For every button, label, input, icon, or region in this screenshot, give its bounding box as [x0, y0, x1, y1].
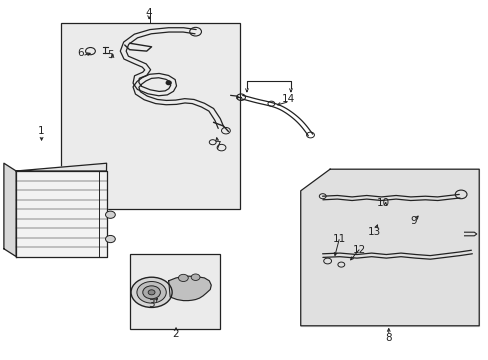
Circle shape — [131, 277, 172, 307]
Text: 12: 12 — [352, 245, 366, 255]
Polygon shape — [4, 163, 16, 257]
Text: 10: 10 — [377, 198, 389, 208]
Text: 4: 4 — [145, 8, 152, 18]
Circle shape — [178, 274, 188, 282]
Circle shape — [148, 290, 155, 295]
Circle shape — [105, 235, 115, 243]
Text: 9: 9 — [409, 216, 416, 226]
Polygon shape — [16, 163, 106, 171]
Bar — [129, 254, 220, 329]
Text: 3: 3 — [148, 299, 155, 309]
Text: 8: 8 — [385, 333, 391, 343]
Text: 11: 11 — [332, 234, 346, 244]
Polygon shape — [300, 169, 478, 326]
Polygon shape — [16, 171, 106, 257]
Text: 5: 5 — [106, 50, 113, 60]
Circle shape — [137, 282, 166, 303]
Circle shape — [191, 274, 200, 280]
Text: 7: 7 — [214, 141, 221, 151]
Text: 1: 1 — [38, 126, 45, 136]
Bar — [61, 23, 239, 209]
Text: 6: 6 — [77, 48, 84, 58]
Circle shape — [142, 286, 160, 299]
Text: 13: 13 — [366, 227, 380, 237]
Circle shape — [166, 81, 171, 85]
Circle shape — [105, 211, 115, 218]
Polygon shape — [168, 276, 211, 301]
Text: 14: 14 — [281, 94, 295, 104]
Text: 2: 2 — [172, 329, 179, 339]
